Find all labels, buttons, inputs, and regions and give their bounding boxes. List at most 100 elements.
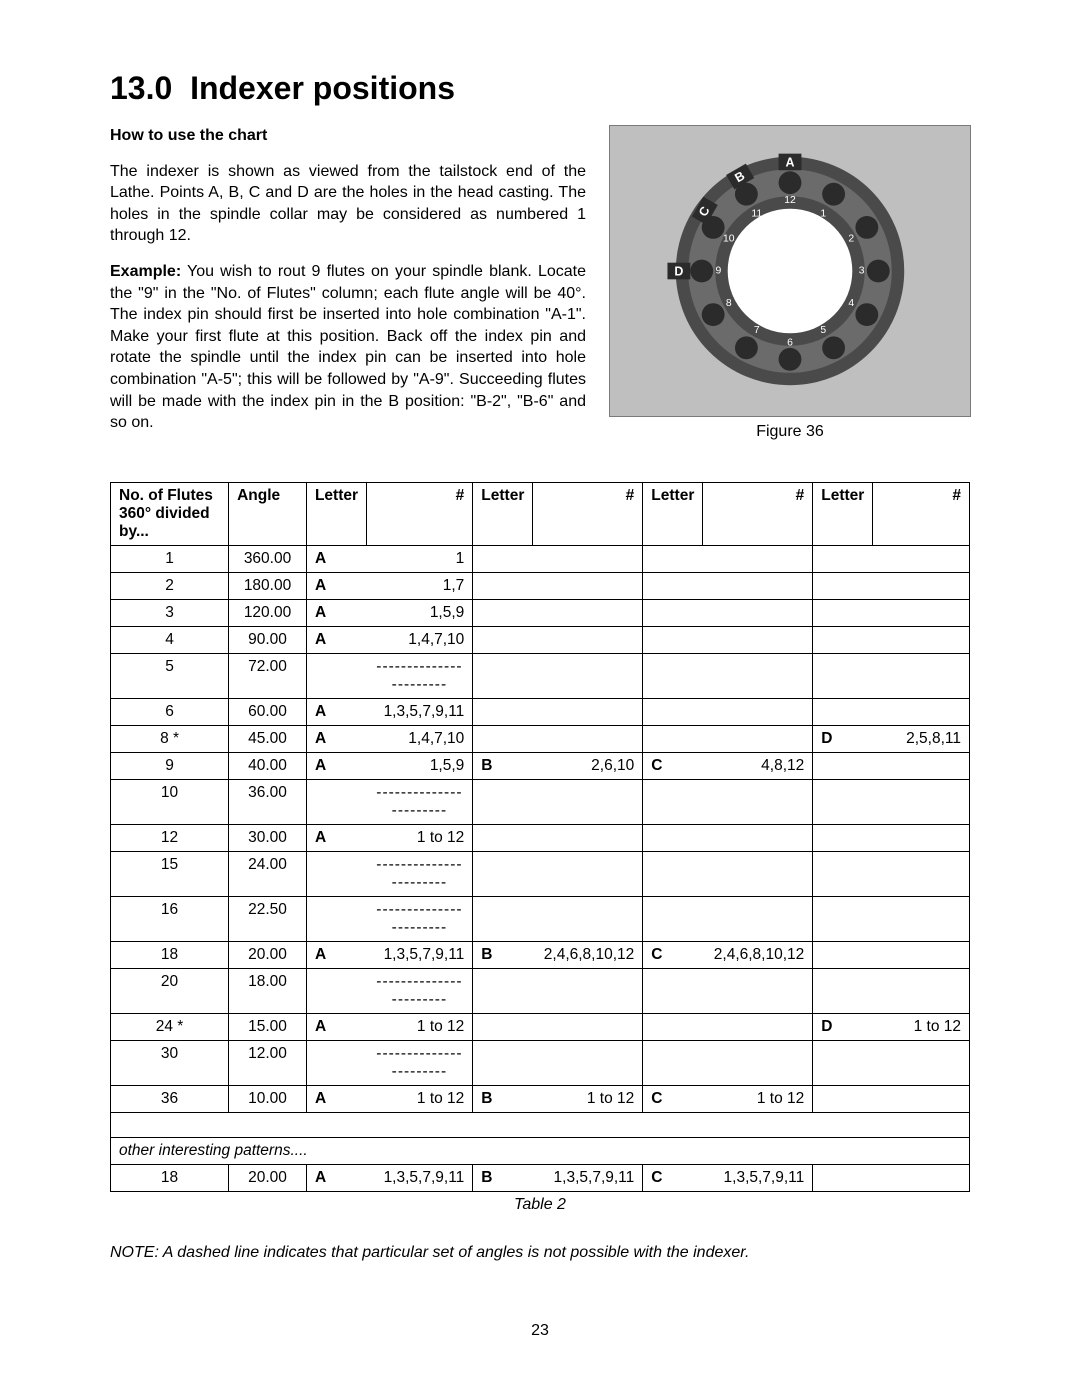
cell-angle: 20.00 bbox=[229, 941, 307, 968]
cell-flutes: 16 bbox=[111, 896, 229, 941]
header-num-1: # bbox=[367, 482, 473, 545]
cell-numbers bbox=[703, 824, 813, 851]
header-angle: Angle bbox=[229, 482, 307, 545]
cell-letter bbox=[306, 896, 366, 941]
cell-letter bbox=[813, 626, 873, 653]
section-title: 13.0 Indexer positions bbox=[110, 70, 970, 107]
cell-flutes: 24 * bbox=[111, 1013, 229, 1040]
cell-flutes: 12 bbox=[111, 824, 229, 851]
cell-numbers: 1,5,9 bbox=[367, 752, 473, 779]
cell-numbers bbox=[533, 824, 643, 851]
cell-numbers bbox=[873, 752, 970, 779]
cell-numbers: 1,3,5,7,9,11 bbox=[703, 1164, 813, 1191]
table-row: 2180.00A1,7 bbox=[111, 572, 970, 599]
cell-letter bbox=[813, 572, 873, 599]
cell-numbers bbox=[873, 968, 970, 1013]
cell-letter bbox=[306, 779, 366, 824]
cell-numbers bbox=[873, 653, 970, 698]
cell-letter: A bbox=[306, 545, 366, 572]
cell-letter bbox=[306, 968, 366, 1013]
header-letter-1: Letter bbox=[306, 482, 366, 545]
cell-letter bbox=[813, 653, 873, 698]
cell-numbers bbox=[703, 599, 813, 626]
cell-letter bbox=[813, 1085, 873, 1112]
cell-letter bbox=[813, 599, 873, 626]
cell-letter: A bbox=[306, 824, 366, 851]
cell-numbers: 1 to 12 bbox=[703, 1085, 813, 1112]
cell-numbers bbox=[703, 851, 813, 896]
cell-numbers: ----------------------- bbox=[367, 851, 473, 896]
cell-numbers bbox=[703, 779, 813, 824]
cell-numbers: 1 to 12 bbox=[533, 1085, 643, 1112]
cell-numbers: 1 to 12 bbox=[367, 1013, 473, 1040]
cell-angle: 90.00 bbox=[229, 626, 307, 653]
cell-letter bbox=[306, 851, 366, 896]
table-row: 8 *45.00A1,4,7,10D2,5,8,11 bbox=[111, 725, 970, 752]
page-number: 23 bbox=[110, 1322, 970, 1340]
table-row: 1622.50----------------------- bbox=[111, 896, 970, 941]
cell-letter: B bbox=[473, 752, 533, 779]
cell-letter bbox=[643, 896, 703, 941]
cell-numbers bbox=[873, 851, 970, 896]
cell-flutes: 36 bbox=[111, 1085, 229, 1112]
cell-letter: A bbox=[306, 1013, 366, 1040]
svg-text:12: 12 bbox=[784, 195, 796, 206]
cell-numbers bbox=[533, 572, 643, 599]
cell-numbers bbox=[873, 779, 970, 824]
cell-numbers bbox=[873, 1164, 970, 1191]
cell-numbers bbox=[533, 545, 643, 572]
cell-letter bbox=[643, 1013, 703, 1040]
cell-numbers: 2,6,10 bbox=[533, 752, 643, 779]
cell-letter bbox=[643, 653, 703, 698]
cell-numbers bbox=[533, 1013, 643, 1040]
svg-text:10: 10 bbox=[723, 234, 735, 245]
table-row: 24 *15.00A1 to 12D1 to 12 bbox=[111, 1013, 970, 1040]
cell-numbers: ----------------------- bbox=[367, 968, 473, 1013]
cell-letter bbox=[643, 779, 703, 824]
cell-angle: 18.00 bbox=[229, 968, 307, 1013]
cell-angle: 180.00 bbox=[229, 572, 307, 599]
header-letter-4: Letter bbox=[813, 482, 873, 545]
figure-caption: Figure 36 bbox=[756, 423, 824, 441]
intro-paragraph-2: Example: You wish to rout 9 flutes on yo… bbox=[110, 261, 586, 434]
cell-angle: 30.00 bbox=[229, 824, 307, 851]
cell-letter bbox=[813, 545, 873, 572]
cell-numbers: 1,3,5,7,9,11 bbox=[367, 698, 473, 725]
header-num-2: # bbox=[533, 482, 643, 545]
cell-numbers bbox=[873, 824, 970, 851]
cell-numbers bbox=[703, 1013, 813, 1040]
table-row: 3012.00----------------------- bbox=[111, 1040, 970, 1085]
page: 13.0 Indexer positions How to use the ch… bbox=[0, 0, 1080, 1397]
cell-letter bbox=[306, 1040, 366, 1085]
cell-letter bbox=[643, 698, 703, 725]
svg-text:8: 8 bbox=[726, 298, 732, 309]
cell-numbers: 1,4,7,10 bbox=[367, 626, 473, 653]
table-row: 1820.00A1,3,5,7,9,11B1,3,5,7,9,11C1,3,5,… bbox=[111, 1164, 970, 1191]
table-row: 940.00A1,5,9B2,6,10C4,8,12 bbox=[111, 752, 970, 779]
cell-numbers bbox=[533, 779, 643, 824]
cell-letter bbox=[473, 896, 533, 941]
cell-numbers bbox=[873, 572, 970, 599]
cell-numbers bbox=[703, 698, 813, 725]
cell-numbers bbox=[703, 626, 813, 653]
cell-letter bbox=[813, 941, 873, 968]
cell-numbers bbox=[533, 851, 643, 896]
cell-angle: 40.00 bbox=[229, 752, 307, 779]
cell-letter bbox=[643, 968, 703, 1013]
cell-numbers: 2,4,6,8,10,12 bbox=[533, 941, 643, 968]
cell-angle: 60.00 bbox=[229, 698, 307, 725]
svg-text:3: 3 bbox=[859, 266, 865, 277]
svg-text:4: 4 bbox=[848, 298, 854, 309]
cell-letter bbox=[813, 1040, 873, 1085]
cell-letter bbox=[473, 698, 533, 725]
header-letter-2: Letter bbox=[473, 482, 533, 545]
subheading: How to use the chart bbox=[110, 125, 586, 147]
table-body: 1360.00A12180.00A1,73120.00A1,5,9490.00A… bbox=[111, 545, 970, 1191]
cell-numbers bbox=[533, 626, 643, 653]
cell-letter: A bbox=[306, 1085, 366, 1112]
cell-letter: A bbox=[306, 941, 366, 968]
cell-numbers bbox=[703, 725, 813, 752]
cell-flutes: 5 bbox=[111, 653, 229, 698]
header-flutes: No. of Flutes 360° divided by... bbox=[111, 482, 229, 545]
cell-letter bbox=[643, 824, 703, 851]
